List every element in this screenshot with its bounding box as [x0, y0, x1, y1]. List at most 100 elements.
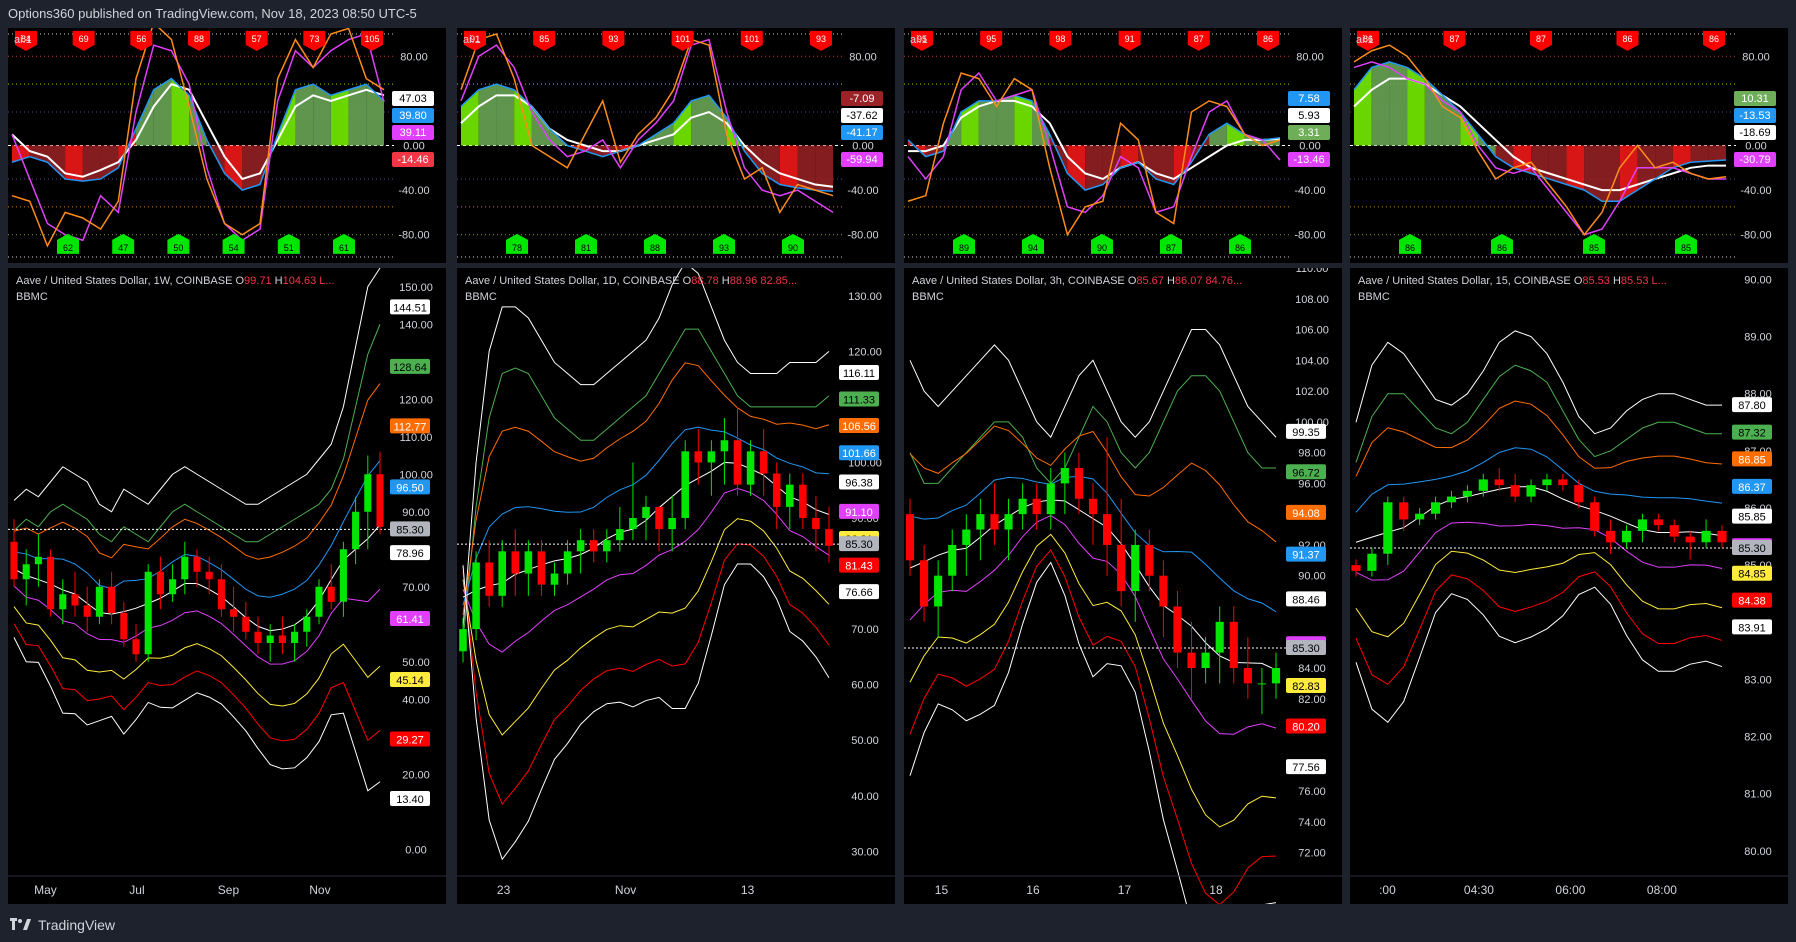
top-marker-label: 91	[470, 34, 480, 44]
price-panel[interactable]: 110.00 108.00 106.00 104.00 102.00 100.00 98.0…	[904, 268, 1342, 904]
candle-body	[694, 451, 703, 463]
histogram-area	[1389, 61, 1408, 146]
time-tick-label: Sep	[218, 883, 240, 897]
candle	[10, 519, 18, 587]
value-label: -37.62	[846, 110, 877, 122]
candle	[1478, 473, 1488, 497]
candle-body	[22, 564, 30, 580]
band-value-box	[390, 418, 430, 434]
candle-body	[1446, 496, 1457, 503]
top-marker-flag	[1049, 30, 1072, 51]
top-marker-flag	[464, 30, 486, 51]
candle	[1542, 473, 1552, 491]
price-axis	[1736, 28, 1788, 263]
bbmc-band	[462, 328, 830, 641]
footer-brand: TradingView	[38, 917, 116, 933]
candle-body	[10, 541, 18, 580]
indicator-name: ai.1	[14, 34, 32, 46]
top-marker-label: 98	[1055, 34, 1065, 44]
candle	[193, 549, 201, 587]
histogram-area	[1407, 67, 1425, 146]
high-label: H	[719, 275, 730, 287]
candle-body	[169, 579, 177, 595]
band-value-label: 77.56	[1292, 762, 1320, 774]
axis-tick-label: -40.00	[1294, 185, 1325, 197]
band-value-label: 61.41	[396, 614, 424, 626]
candle	[459, 618, 467, 663]
time-tick-label: 23	[497, 883, 511, 897]
candle-body	[1462, 490, 1472, 497]
candle-body	[205, 571, 213, 580]
price-panel[interactable]: 130.00 120.00 100.00 90.00 70.00 60.00 50.00 40…	[457, 268, 895, 904]
bottom-marker: 85	[1583, 233, 1605, 254]
candle-body	[825, 529, 833, 546]
candle	[1351, 559, 1361, 577]
oscillator-panel[interactable]: 91859310110193788188939080.0040.000.00-4…	[457, 28, 895, 263]
band-value-label: 86.85	[1738, 454, 1766, 466]
value-label-box	[1734, 91, 1776, 106]
candle	[1159, 560, 1168, 638]
indicator-subtitle: BBMC	[16, 291, 48, 303]
candle	[524, 540, 533, 596]
chart-title: Aave / United States Dollar, 3h, COINBAS…	[912, 275, 1242, 287]
candle	[1606, 519, 1616, 554]
candle-body	[1430, 502, 1441, 514]
candle	[589, 529, 598, 563]
bottom-marker-flag	[333, 233, 355, 254]
axis-tick-label: 106.00	[1295, 325, 1329, 337]
candle-body	[485, 562, 493, 596]
candle	[812, 495, 820, 552]
band-value-label: 80.20	[1292, 721, 1320, 733]
bottom-marker: 94	[1022, 233, 1044, 254]
bottom-marker: 93	[713, 233, 735, 254]
band-value-box	[1286, 546, 1326, 562]
series-line-white	[11, 83, 385, 181]
band-value-box	[1732, 565, 1772, 581]
bbmc-band	[909, 514, 1277, 735]
band-value-box	[1286, 504, 1326, 520]
candle	[799, 473, 807, 530]
bottom-marker: 78	[506, 233, 528, 254]
chart-title: Aave / United States Dollar, 1D, COINBAS…	[465, 275, 797, 287]
bbmc-band	[1355, 330, 1722, 435]
candle-body	[524, 551, 533, 574]
high-label: H	[1164, 275, 1175, 287]
symbol-title: Aave / United States Dollar, 15, COINBAS…	[1358, 275, 1574, 287]
series-line-magenta	[460, 38, 834, 214]
bottom-marker-flag	[644, 233, 666, 254]
time-tick-label: 04:30	[1464, 883, 1494, 897]
value-label: 5.93	[1298, 110, 1319, 122]
price-panel[interactable]: 150.00 140.00 120.00 110.00 100.00 90.00 70.00…	[8, 268, 446, 904]
value-label-box	[841, 91, 883, 106]
axis-tick-label: 60.00	[851, 680, 879, 692]
candle	[948, 529, 957, 592]
low-value: 82.85...	[757, 275, 797, 287]
time-tick-label: 13	[741, 883, 755, 897]
top-marker: 69	[72, 30, 95, 51]
oscillator-panel[interactable]: 84695688577310562475054516180.0040.000.0…	[8, 28, 446, 263]
oscillator-panel[interactable]: 959598918786899490878680.0040.000.00-40.…	[904, 28, 1342, 263]
series-line-orange	[11, 28, 385, 248]
bottom-marker-label: 86	[1235, 243, 1245, 253]
histogram-area	[797, 145, 816, 191]
histogram-area	[496, 84, 515, 146]
bottom-marker-label: 85	[1681, 243, 1691, 253]
top-marker-flag	[15, 30, 37, 51]
bottom-marker-flag	[57, 233, 79, 254]
top-marker: 85	[533, 30, 556, 51]
axis-tick-label: 120.00	[848, 346, 882, 358]
price-panel[interactable]: 90.0089.0088.0087.0086.0085.0083.0082.00…	[1350, 268, 1788, 904]
price-svg: 90.0089.0088.0087.0086.0085.0083.0082.00…	[1350, 268, 1788, 904]
top-marker-label: 84	[21, 34, 31, 44]
axis-tick-label: -40.00	[847, 185, 878, 197]
top-marker-label: 73	[309, 34, 319, 44]
oscillator-panel[interactable]: 86878786868686858580.0040.000.00-40.00-8…	[1350, 28, 1788, 263]
bottom-marker-label: 62	[63, 243, 73, 253]
bottom-marker: 87	[1160, 233, 1182, 254]
top-marker: 84	[15, 30, 37, 51]
candle	[364, 455, 372, 550]
open-value: 85.67	[1136, 275, 1164, 287]
bottom-marker: 88	[644, 233, 666, 254]
indicator-subtitle: BBMC	[465, 291, 497, 303]
time-tick-label: 17	[1118, 883, 1132, 897]
